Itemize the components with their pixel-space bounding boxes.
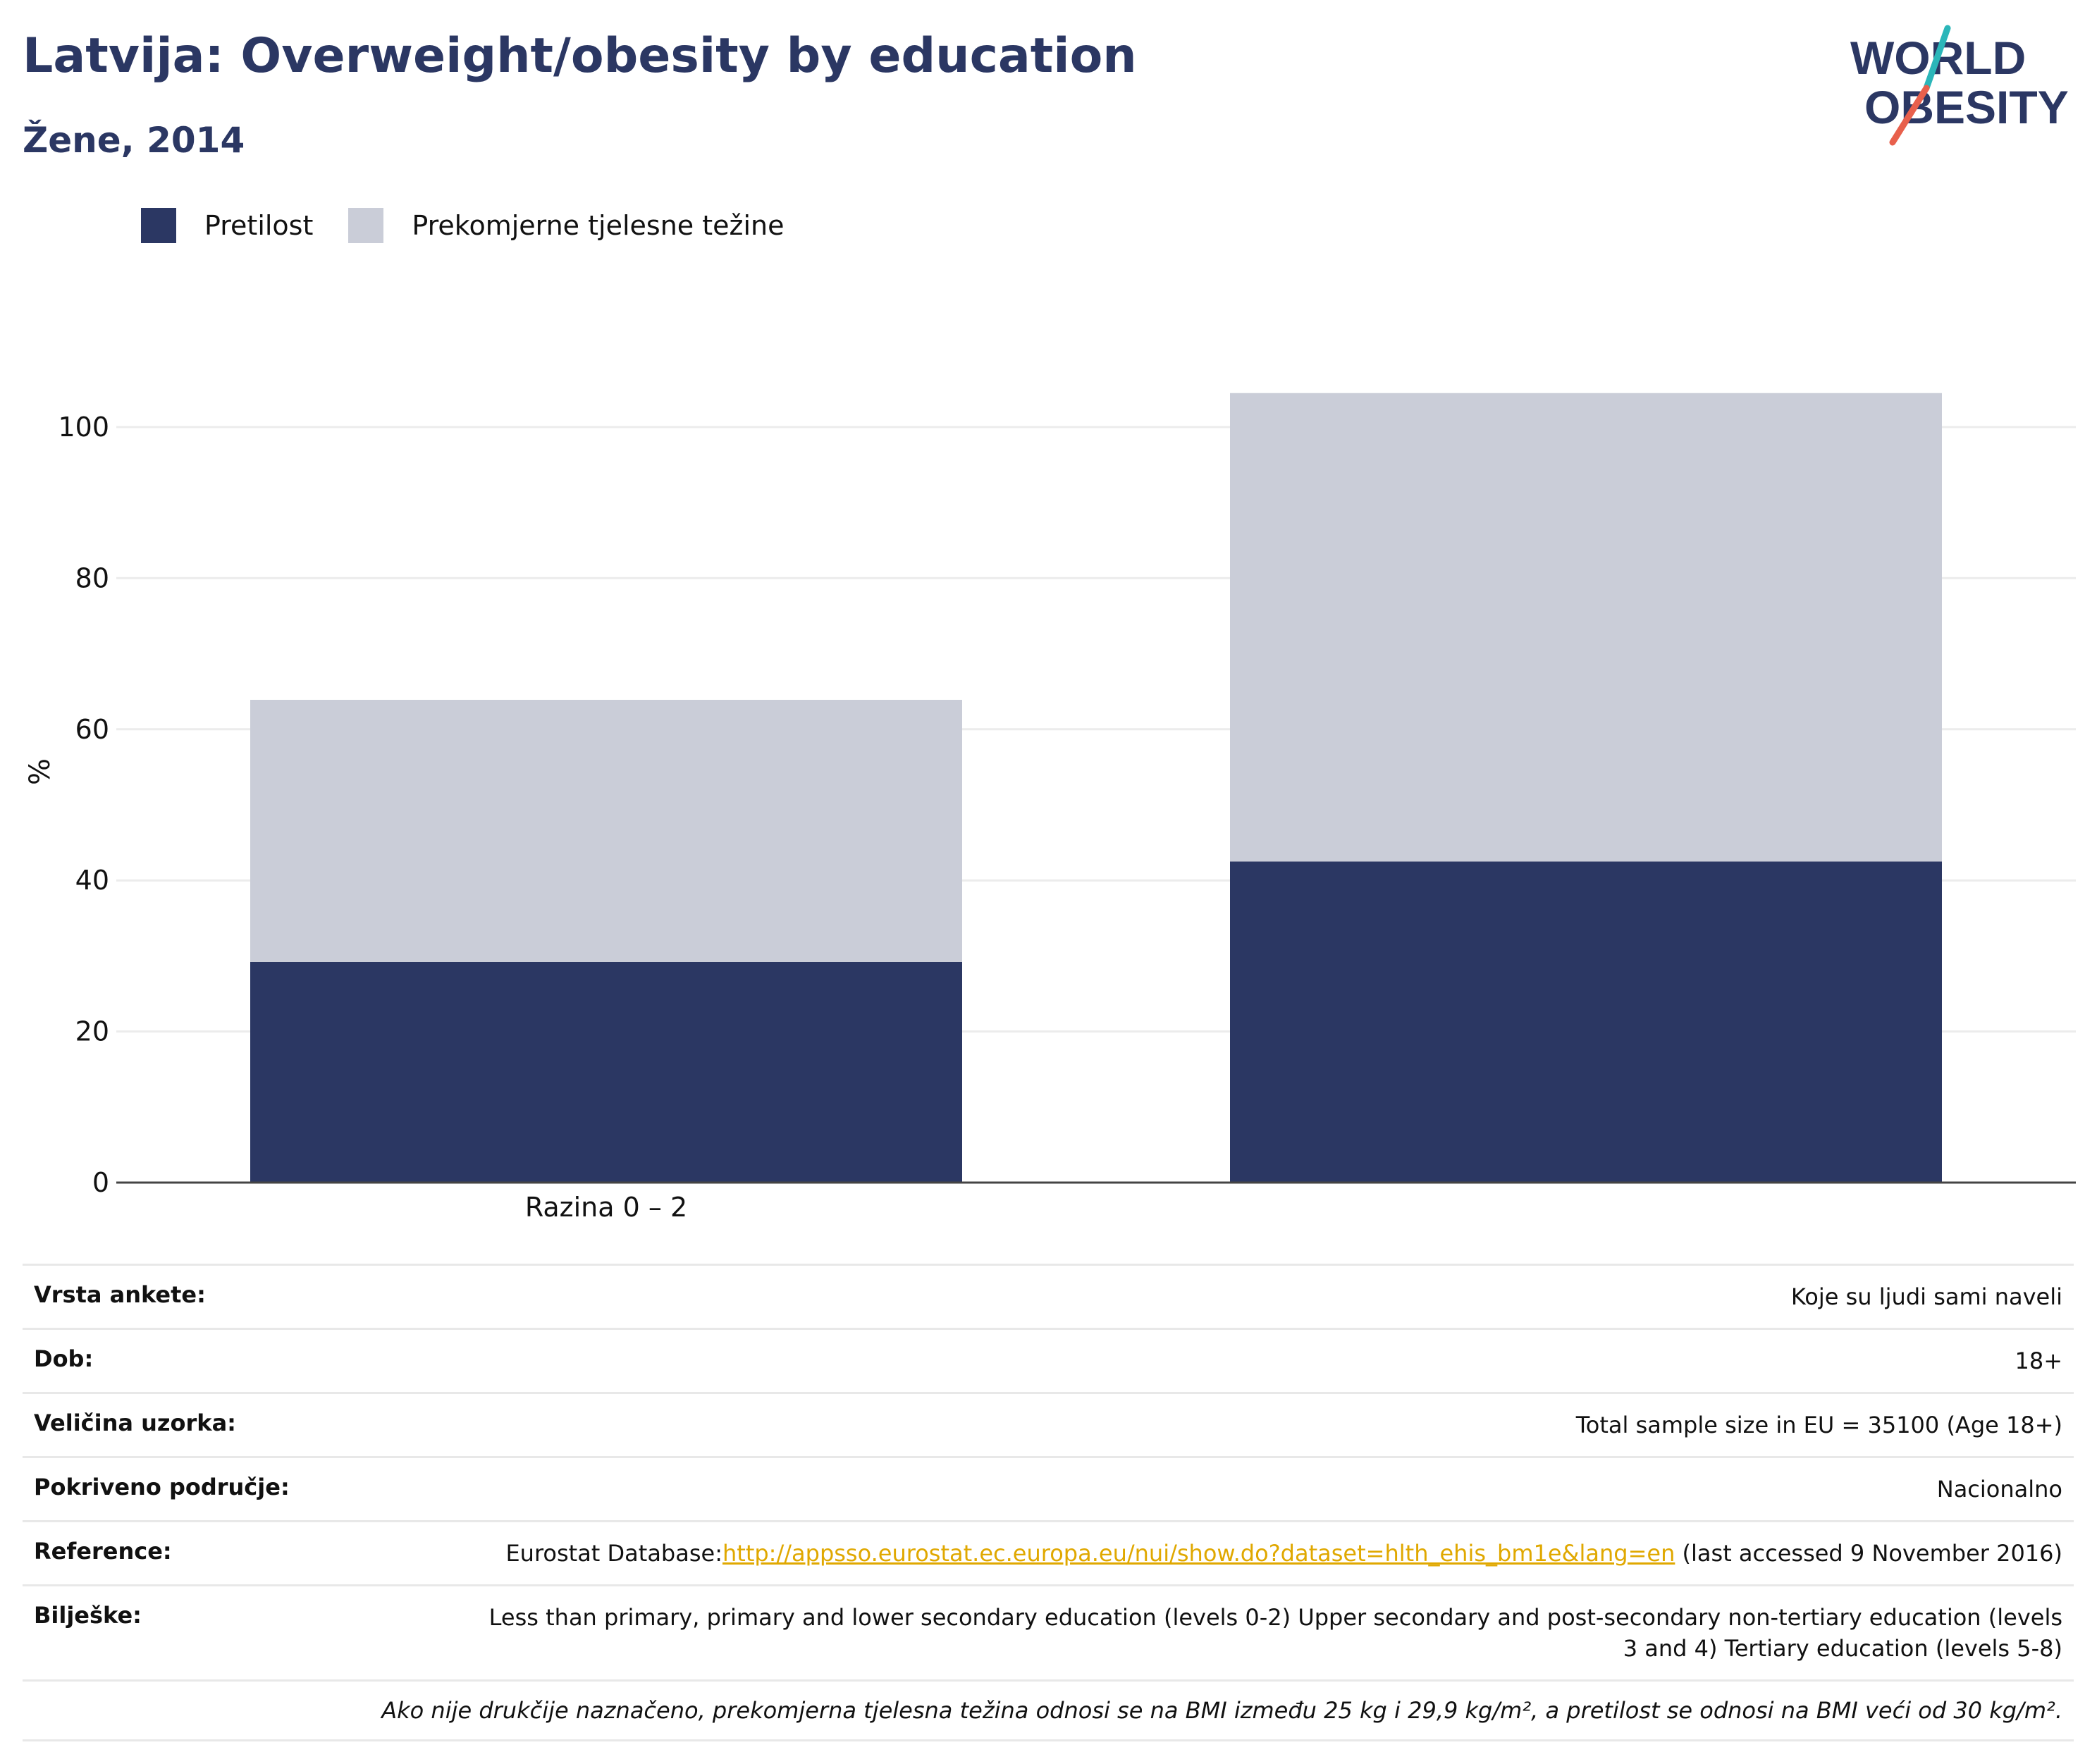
info-key: Vrsta ankete: xyxy=(23,1264,468,1329)
legend-label-obesity: Pretilost xyxy=(204,210,314,241)
bar-chart: 0 20 40 60 80 100% Razina 0 – 2 xyxy=(24,393,2076,1223)
info-key: Reference: xyxy=(23,1520,468,1586)
info-row-footnote: Ako nije drukčije naznačeno, prekomjerna… xyxy=(23,1679,2074,1741)
legend-label-overweight: Prekomjerne tjelesne težine xyxy=(412,210,785,241)
footnote: Ako nije drukčije naznačeno, prekomjerna… xyxy=(23,1679,2074,1741)
chart-title: Latvija: Overweight/obesity by education xyxy=(23,28,1137,84)
logo-slash-teal xyxy=(1923,25,1951,92)
y-tick-label: 60 xyxy=(75,714,109,745)
y-tick-label: 40 xyxy=(75,865,109,896)
info-key: Veličina uzorka: xyxy=(23,1392,468,1457)
info-row-survey-type: Vrsta ankete: Koje su ljudi sami naveli xyxy=(23,1264,2074,1329)
info-value: Nacionalno xyxy=(468,1456,2074,1522)
chart-legend: Pretilost Prekomjerne tjelesne težine xyxy=(141,208,820,243)
info-row-sample-size: Veličina uzorka: Total sample size in EU… xyxy=(23,1392,2074,1457)
info-table: Vrsta ankete: Koje su ljudi sami naveli … xyxy=(23,1264,2074,1741)
chart-subtitle: Žene, 2014 xyxy=(23,120,245,161)
reference-link[interactable]: http://appsso.eurostat.ec.europa.eu/nui/… xyxy=(722,1540,1675,1567)
y-tick-label: 100 xyxy=(58,412,109,443)
y-tick-label: 0 xyxy=(92,1167,109,1198)
info-key: Pokriveno područje: xyxy=(23,1456,468,1522)
bar-obesity xyxy=(250,961,962,1183)
info-value: Eurostat Database:http://appsso.eurostat… xyxy=(468,1520,2074,1586)
info-value: 18+ xyxy=(468,1328,2074,1393)
info-value: Koje su ljudi sami naveli xyxy=(468,1264,2074,1329)
reference-prefix: Eurostat Database: xyxy=(505,1540,722,1567)
x-tick-label: Razina 0 – 2 xyxy=(525,1192,687,1223)
info-key: Bilješke: xyxy=(23,1584,468,1681)
legend-item-obesity[interactable]: Pretilost xyxy=(141,208,313,243)
bar-overweight xyxy=(250,699,962,962)
world-obesity-logo: WORLD OBESITY xyxy=(1850,25,2069,146)
y-tick-label: 20 xyxy=(75,1016,109,1047)
info-row-coverage: Pokriveno područje: Nacionalno xyxy=(23,1456,2074,1522)
info-key: Dob: xyxy=(23,1328,468,1393)
info-row-age: Dob: 18+ xyxy=(23,1328,2074,1393)
info-value: Less than primary, primary and lower sec… xyxy=(468,1584,2074,1681)
bar-obesity xyxy=(1230,861,1942,1183)
y-axis-label: % xyxy=(24,758,56,785)
legend-swatch-obesity xyxy=(141,208,176,243)
bar-overweight xyxy=(1230,393,1942,862)
info-row-references: Reference: Eurostat Database:http://apps… xyxy=(23,1520,2074,1586)
info-row-notes: Bilješke: Less than primary, primary and… xyxy=(23,1584,2074,1681)
y-tick-label: 80 xyxy=(75,562,109,593)
logo-word-obesity: OBESITY xyxy=(1864,81,2069,133)
reference-suffix: (last accessed 9 November 2016) xyxy=(1675,1540,2062,1567)
legend-item-overweight[interactable]: Prekomjerne tjelesne težine xyxy=(348,208,785,243)
logo-slash-red xyxy=(1889,85,1930,146)
legend-swatch-overweight xyxy=(348,208,384,243)
info-value: Total sample size in EU = 35100 (Age 18+… xyxy=(468,1392,2074,1457)
